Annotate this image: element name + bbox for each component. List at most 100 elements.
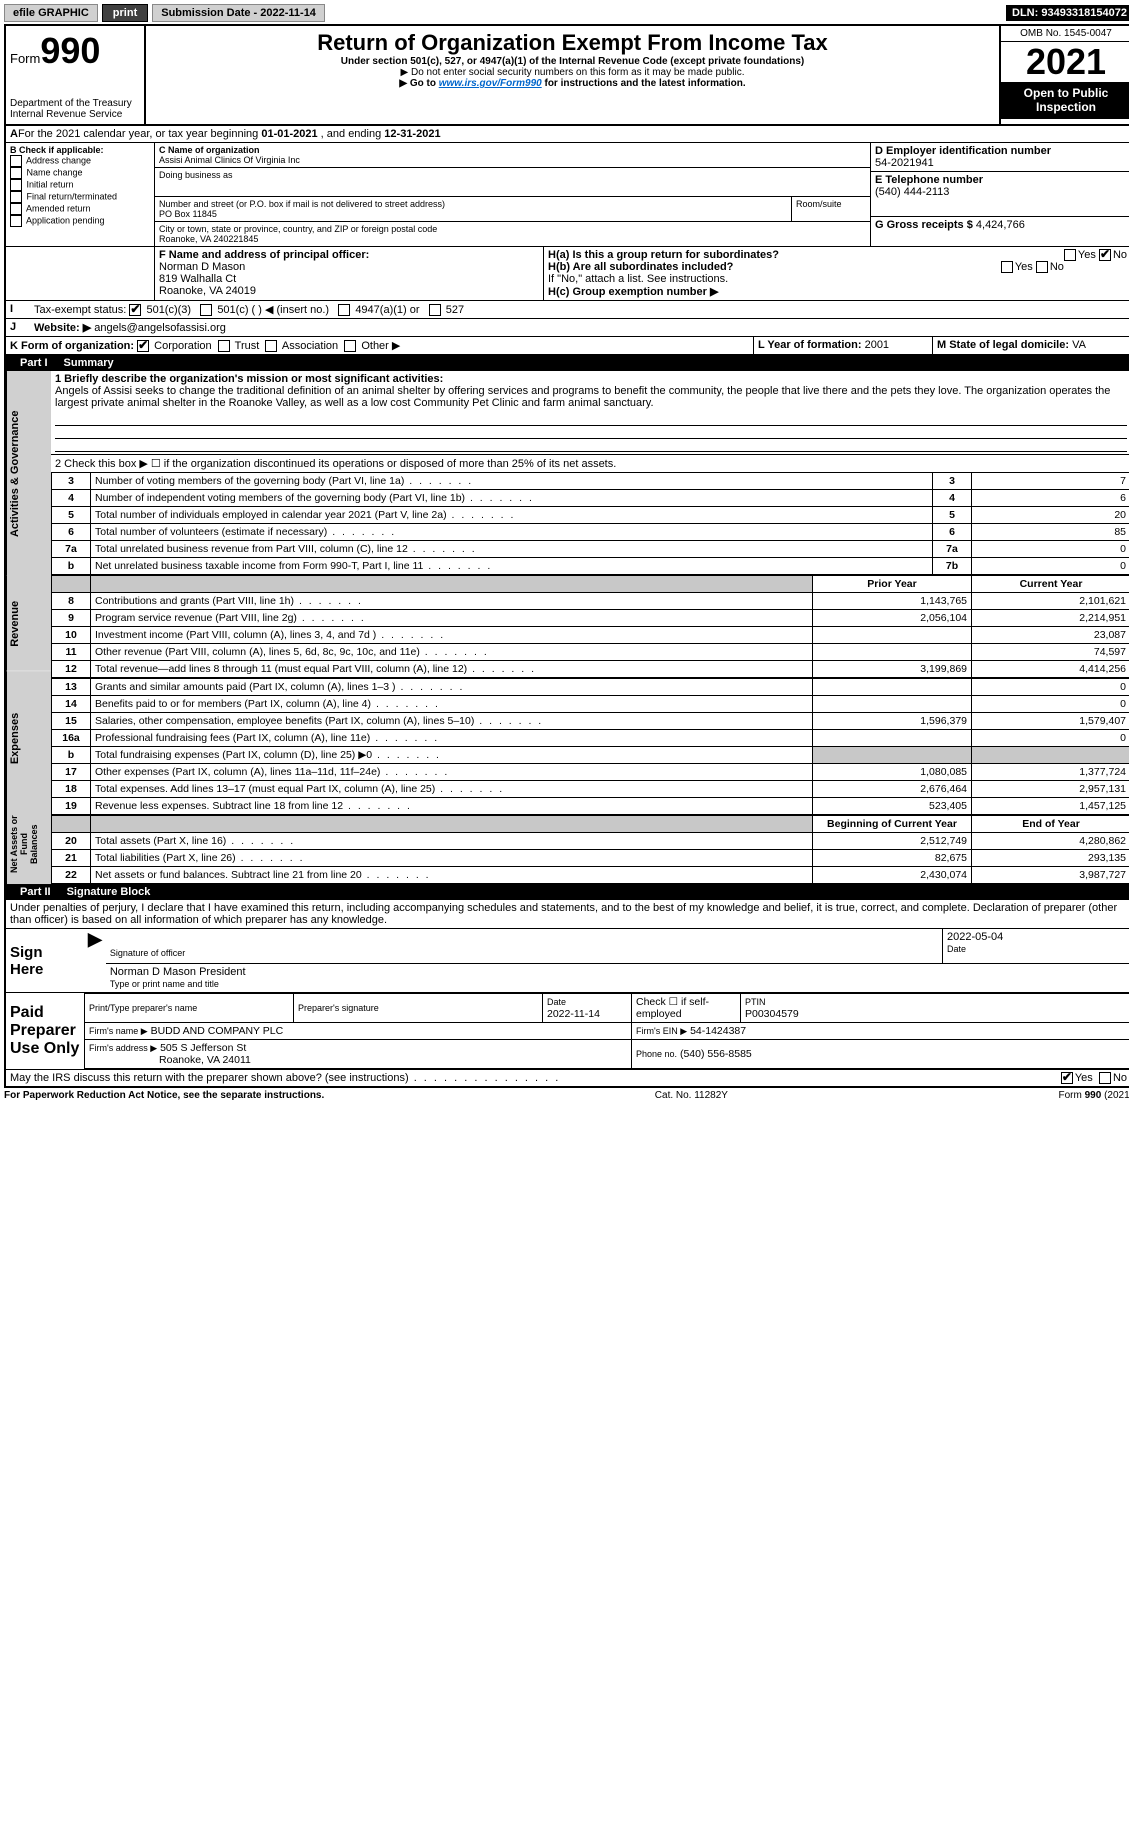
summary-row: 16aProfessional fundraising fees (Part I… (52, 730, 1129, 747)
page-footer: For Paperwork Reduction Act Notice, see … (4, 1088, 1129, 1101)
form-container: Form990 Department of the Treasury Inter… (4, 24, 1129, 1088)
ptin-value: P00304579 (745, 1008, 799, 1020)
header-right: OMB No. 1545-0047 2021 Open to Public In… (999, 26, 1129, 124)
sign-here-row: Sign Here ▶ Signature of officer 2022-05… (6, 929, 1129, 993)
summary-row: 4Number of independent voting members of… (52, 490, 1129, 507)
hb-no-checkbox[interactable] (1036, 261, 1048, 273)
summary-row: 11Other revenue (Part VIII, column (A), … (52, 644, 1129, 661)
discuss-no-checkbox[interactable] (1099, 1072, 1111, 1084)
form-word: Form (10, 51, 40, 66)
org-street: PO Box 11845 (159, 209, 217, 219)
summary-row: 8Contributions and grants (Part VIII, li… (52, 593, 1129, 610)
summary-row: 13Grants and similar amounts paid (Part … (52, 679, 1129, 696)
perjury-text: Under penalties of perjury, I declare th… (6, 900, 1129, 929)
gross-receipts: 4,424,766 (976, 219, 1025, 231)
corp-checkbox[interactable] (137, 340, 149, 352)
officer-signed-name: Norman D Mason President (110, 966, 246, 978)
row-j: J Website: ▶ angels@angelsofassisi.org (6, 319, 1129, 337)
summary-expenses-table: 13Grants and similar amounts paid (Part … (51, 678, 1129, 815)
arrow-icon: ▶ (84, 929, 106, 992)
ha-no-checkbox[interactable] (1099, 249, 1111, 261)
summary-row: 14Benefits paid to or for members (Part … (52, 696, 1129, 713)
summary-top-table: 3Number of voting members of the governi… (51, 472, 1129, 575)
header-center: Return of Organization Exempt From Incom… (146, 26, 999, 124)
submission-date-badge: Submission Date - 2022-11-14 (152, 4, 325, 22)
dln-badge: DLN: 93493318154072 (1006, 5, 1129, 21)
summary-netassets-table: Beginning of Current Year End of Year 20… (51, 815, 1129, 884)
boxb-item: Initial return (10, 179, 150, 191)
form-header: Form990 Department of the Treasury Inter… (6, 26, 1129, 126)
discuss-yes-checkbox[interactable] (1061, 1072, 1073, 1084)
summary-row: 21Total liabilities (Part X, line 26)82,… (52, 850, 1129, 867)
boxb-item: Address change (10, 155, 150, 167)
tab-revenue: Revenue (6, 576, 51, 671)
summary-revenue-table: Prior Year Current Year 8Contributions a… (51, 575, 1129, 678)
summary-row: 20Total assets (Part X, line 16)2,512,74… (52, 833, 1129, 850)
boxb-item: Name change (10, 167, 150, 179)
box-h: H(a) Is this a group return for subordin… (544, 247, 1129, 300)
sig-date: 2022-05-04 (947, 931, 1003, 943)
row-i: I Tax-exempt status: 501(c)(3) 501(c) ( … (6, 301, 1129, 319)
tab-net-assets: Net Assets or Fund Balances (6, 805, 51, 884)
summary-row: 10Investment income (Part VIII, column (… (52, 627, 1129, 644)
firm-name: BUDD AND COMPANY PLC (151, 1025, 284, 1037)
print-button[interactable]: print (102, 4, 148, 22)
summary-row: 19Revenue less expenses. Subtract line 1… (52, 798, 1129, 815)
website-value: angels@angelsofassisi.org (94, 322, 226, 334)
state-domicile: VA (1072, 339, 1086, 351)
form-title: Return of Organization Exempt From Incom… (150, 30, 995, 56)
row-fh: F Name and address of principal officer:… (6, 247, 1129, 301)
summary-row: 5Total number of individuals employed in… (52, 507, 1129, 524)
firm-ein: 54-1424387 (690, 1025, 746, 1037)
ha-yes-checkbox[interactable] (1064, 249, 1076, 261)
tax-year: 2021 (1001, 42, 1129, 82)
box-b: B Check if applicable: Address change Na… (6, 143, 155, 246)
row-a-period: AFor the 2021 calendar year, or tax year… (6, 126, 1129, 143)
summary-row: 15Salaries, other compensation, employee… (52, 713, 1129, 730)
open-public-badge: Open to Public Inspection (1001, 82, 1129, 119)
summary-row: 9Program service revenue (Part VIII, lin… (52, 610, 1129, 627)
tab-activities: Activities & Governance (6, 371, 51, 576)
summary-row: 17Other expenses (Part IX, column (A), l… (52, 764, 1129, 781)
part-i-header: Part I Summary (6, 355, 1129, 371)
boxb-item: Amended return (10, 203, 150, 215)
summary-row: 7aTotal unrelated business revenue from … (52, 541, 1129, 558)
tab-expenses: Expenses (6, 671, 51, 805)
summary-row: 6Total number of volunteers (estimate if… (52, 524, 1129, 541)
summary-row: 3Number of voting members of the governi… (52, 473, 1129, 490)
paid-preparer-row: Paid Preparer Use Only Print/Type prepar… (6, 993, 1129, 1070)
org-city: Roanoke, VA 240221845 (159, 234, 258, 244)
summary-row: bNet unrelated business taxable income f… (52, 558, 1129, 575)
period-begin: 01-01-2021 (261, 128, 317, 140)
irs-label: Internal Revenue Service (10, 109, 140, 120)
header-left: Form990 Department of the Treasury Inter… (6, 26, 146, 124)
boxb-item: Application pending (10, 215, 150, 227)
dept-label: Department of the Treasury (10, 98, 140, 109)
form-subtitle-2: ▶ Do not enter social security numbers o… (150, 67, 995, 78)
line-2: 2 Check this box ▶ ☐ if the organization… (51, 455, 1129, 472)
discuss-row: May the IRS discuss this return with the… (6, 1070, 1129, 1086)
form-subtitle-1: Under section 501(c), 527, or 4947(a)(1)… (150, 56, 995, 67)
summary-row: 12Total revenue—add lines 8 through 11 (… (52, 661, 1129, 678)
year-formation: 2001 (865, 339, 889, 351)
box-c: C Name of organization Assisi Animal Cli… (155, 143, 871, 246)
summary-row: bTotal fundraising expenses (Part IX, co… (52, 747, 1129, 764)
top-bar: efile GRAPHIC print Submission Date - 20… (4, 4, 1129, 22)
501c3-checkbox[interactable] (129, 304, 141, 316)
row-bcdefg: B Check if applicable: Address change Na… (6, 143, 1129, 247)
phone-value: (540) 444-2113 (875, 186, 949, 198)
hb-yes-checkbox[interactable] (1001, 261, 1013, 273)
ein-value: 54-2021941 (875, 157, 934, 169)
summary-row: 18Total expenses. Add lines 13–17 (must … (52, 781, 1129, 798)
part-ii-header: Part II Signature Block (6, 884, 1129, 900)
part-i-body: Activities & Governance Revenue Expenses… (6, 371, 1129, 884)
irs-link[interactable]: www.irs.gov/Form990 (439, 78, 542, 89)
row-klm: K Form of organization: Corporation Trus… (6, 337, 1129, 355)
org-name: Assisi Animal Clinics Of Virginia Inc (159, 155, 300, 165)
omb-number: OMB No. 1545-0047 (1001, 26, 1129, 42)
box-f: F Name and address of principal officer:… (155, 247, 544, 300)
summary-row: 22Net assets or fund balances. Subtract … (52, 867, 1129, 884)
efile-badge: efile GRAPHIC (4, 4, 98, 22)
form-subtitle-3: ▶ Go to www.irs.gov/Form990 for instruct… (150, 78, 995, 89)
firm-phone: (540) 556-8585 (680, 1048, 752, 1060)
